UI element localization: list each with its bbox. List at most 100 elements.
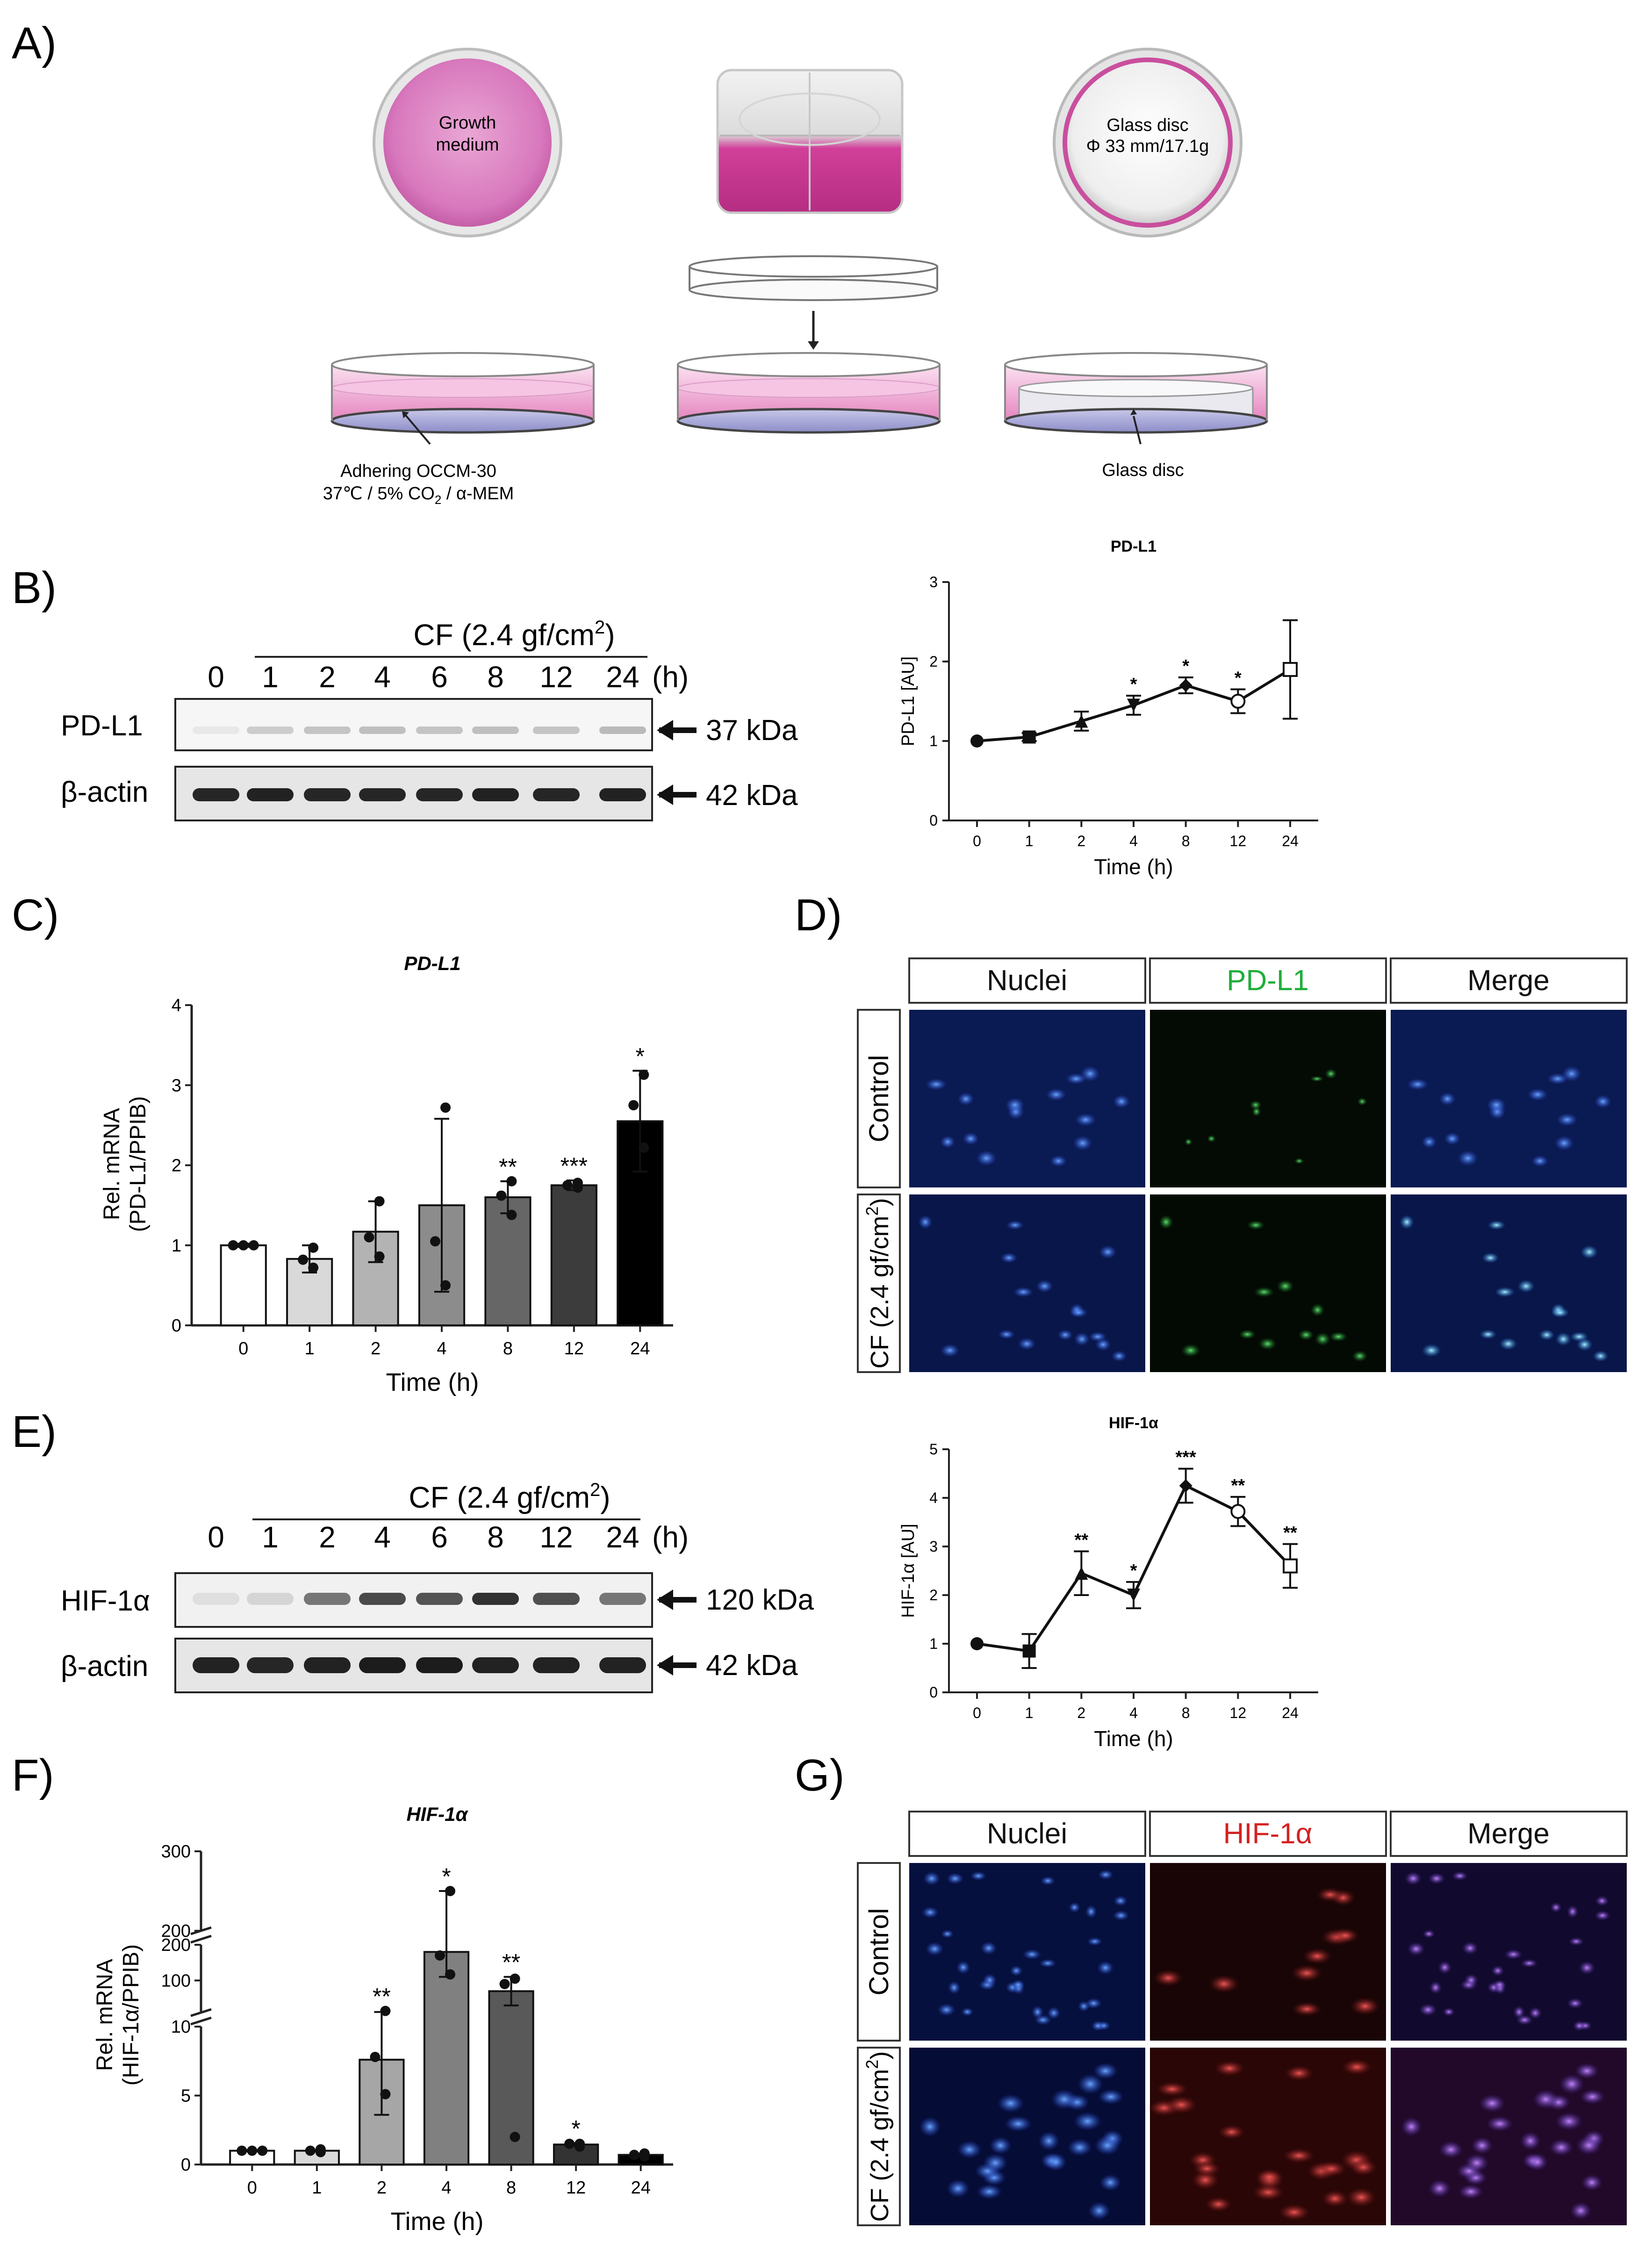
g-row-header-cf: [857, 2047, 901, 2226]
chart-title: HIF-1α: [1109, 1414, 1158, 1432]
blot-band: [472, 1593, 519, 1605]
significance-label: **: [1075, 1530, 1089, 1550]
blot-time-label: 2: [319, 1520, 336, 1554]
x-tick-label: 24: [1282, 1704, 1299, 1721]
y-tick-label: 2: [929, 653, 938, 670]
replicate-point: [639, 1142, 649, 1153]
cell-nucleus: [1098, 2089, 1124, 2105]
cell-nucleus: [1113, 1895, 1128, 1906]
replicate-point: [247, 2145, 258, 2156]
x-tick-label: 2: [377, 2178, 387, 2198]
blot-e-arrow-2: [657, 1655, 697, 1676]
cell-nucleus: [1539, 1329, 1555, 1341]
cell-nucleus: [1422, 1135, 1437, 1149]
cell-nucleus: [1352, 1350, 1368, 1362]
blot-e-hif-membrane: [174, 1572, 653, 1628]
data-point: [1230, 694, 1246, 709]
cell-nucleus: [1594, 1094, 1612, 1108]
cell-nucleus: [1573, 2020, 1586, 2031]
blot-band: [533, 726, 580, 734]
cell-nucleus: [1039, 1959, 1056, 1968]
cell-nucleus: [1207, 1135, 1216, 1143]
blot-time-label: 0: [208, 1520, 224, 1554]
replicate-point: [506, 1176, 517, 1187]
blot-band: [416, 726, 463, 734]
replicate-point: [238, 1240, 249, 1251]
growth-medium-label-1: Growth: [439, 113, 496, 133]
y-tick-label: 5: [929, 1441, 938, 1458]
d-row-label-control: Control: [864, 1055, 894, 1143]
blot-band: [304, 726, 351, 734]
x-tick-label: 4: [441, 2178, 451, 2198]
y-tick-label: 0: [929, 1684, 938, 1701]
panel-e-blot: CF (2.4 gf/cm2) 0 1 2 4 6 8 12 24 (h) HIF-1α β-a…: [61, 1480, 814, 1693]
cell-nucleus: [1439, 1092, 1456, 1106]
x-tick-label: 2: [1077, 1704, 1085, 1721]
cell-nucleus: [1438, 2140, 1463, 2159]
blot-band: [533, 1593, 580, 1605]
cell-nucleus: [1252, 2184, 1285, 2201]
blot-b-bands: [193, 726, 646, 801]
x-tick-label: 8: [506, 2178, 516, 2198]
blot-band: [304, 1593, 351, 1605]
x-axis-label: Time (h): [1094, 855, 1173, 879]
cell-nucleus: [1298, 1329, 1314, 1341]
x-tick-label: 2: [371, 1339, 381, 1359]
x-tick-label: 12: [564, 1339, 584, 1359]
blot-e-row1-kda: 120 kDa: [706, 1584, 814, 1616]
cell-nucleus: [1010, 1965, 1023, 1976]
cell-nucleus: [1022, 1949, 1041, 1960]
y-tick-label: 4: [172, 996, 181, 1015]
blot-e-actin-membrane: [174, 1638, 653, 1693]
data-point: [1179, 679, 1192, 692]
cell-nucleus: [970, 1871, 987, 1881]
blot-e-cf-label: CF (2.4 gf/cm2): [409, 1480, 610, 1514]
cell-nucleus: [1329, 1331, 1348, 1342]
significance-label: **: [502, 1949, 520, 1976]
cell-nucleus: [983, 2153, 1008, 2172]
cell-nucleus: [1091, 2020, 1105, 2031]
replicate-point: [562, 1180, 573, 1191]
x-tick-label: 4: [1129, 1704, 1138, 1721]
blot-e-time-labels: 0 1 2 4 6 8 12 24 (h): [208, 1520, 689, 1554]
blot-time-unit: (h): [652, 660, 689, 694]
cell-nucleus: [997, 2094, 1024, 2113]
cell-nucleus: [1315, 2160, 1347, 2177]
blot-band: [599, 788, 646, 801]
cell-nucleus: [1099, 2174, 1121, 2191]
g-col-label-hif1a: HIF-1α: [1223, 1818, 1313, 1850]
micrograph: [909, 1010, 1145, 1187]
blot-time-label: 24: [606, 1520, 639, 1554]
replicate-point: [639, 1069, 649, 1080]
cell-nucleus: [1057, 1329, 1073, 1341]
x-tick-label: 4: [437, 1339, 446, 1359]
x-tick-label: 0: [973, 1704, 981, 1721]
cell-nucleus: [1316, 1887, 1344, 1902]
blot-time-label: 4: [374, 660, 391, 694]
blot-b-cf-label: CF (2.4 gf/cm2): [413, 617, 615, 652]
cell-nucleus: [1581, 2174, 1603, 2191]
cell-nucleus: [1218, 2124, 1245, 2140]
cell-nucleus: [1493, 1979, 1506, 1990]
cell-nucleus: [1085, 1905, 1097, 1919]
y-tick-label: 2: [929, 1587, 938, 1604]
cell-nucleus: [1529, 2006, 1542, 2020]
cell-nucleus: [1099, 1245, 1117, 1259]
cell-nucleus: [1404, 1871, 1422, 1885]
data-point: [970, 734, 984, 748]
cell-nucleus: [1580, 2089, 1605, 2105]
significance-label: *: [1130, 1561, 1137, 1581]
growth-medium-label-2: medium: [436, 135, 499, 155]
cell-nucleus: [1486, 2115, 1514, 2132]
cell-nucleus: [1250, 1100, 1262, 1110]
cell-nucleus: [1093, 2063, 1118, 2079]
cell-nucleus: [1422, 1929, 1436, 1938]
blot-band: [359, 1593, 406, 1605]
bottom-dish-2: [676, 352, 941, 434]
cell-nucleus: [1549, 2138, 1573, 2157]
cell-nucleus: [1077, 2073, 1103, 2094]
cell-nucleus: [976, 1150, 997, 1166]
y-tick-label: 1: [172, 1236, 181, 1256]
x-tick-label: 8: [1182, 1704, 1190, 1721]
axis-break: [190, 1935, 212, 1944]
